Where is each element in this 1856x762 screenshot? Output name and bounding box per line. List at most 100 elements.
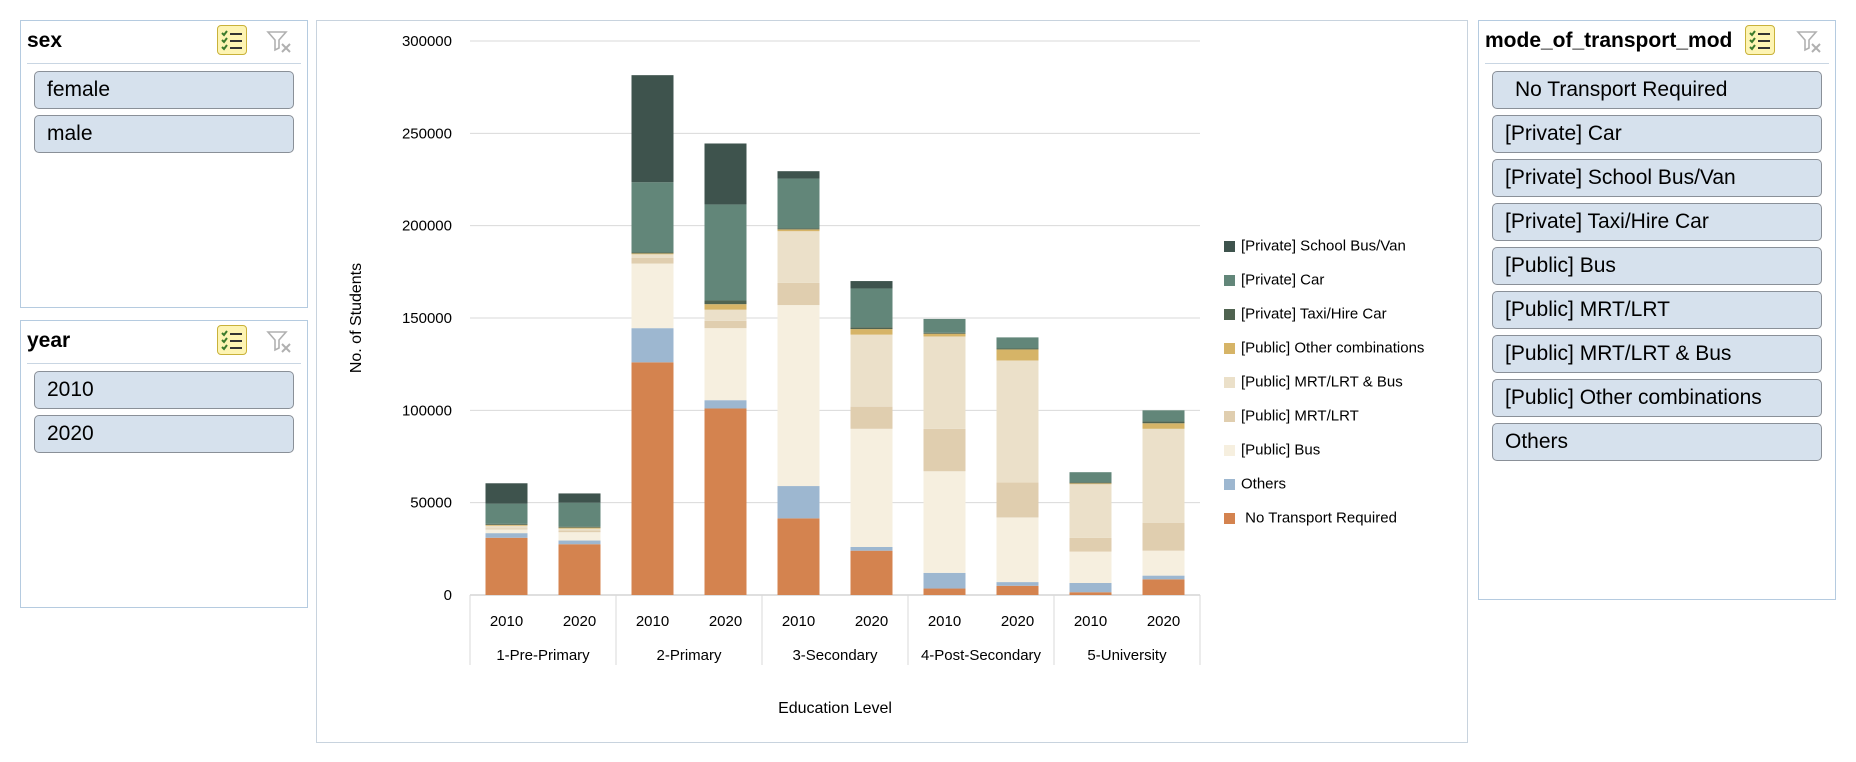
clear-filter-icon[interactable] (265, 327, 293, 355)
clear-filter-icon[interactable] (1795, 27, 1823, 55)
legend-item: [Public] MRT/LRT (1224, 407, 1359, 425)
mode-slicer-item-public-bus[interactable]: [Public] Bus (1492, 247, 1822, 285)
mode-slicer-item-public-mrt[interactable]: [Public] MRT/LRT (1492, 291, 1822, 329)
x-axis-title: Education Level (778, 700, 892, 717)
mode-slicer-item-public-other[interactable]: [Public] Other combinations (1492, 379, 1822, 417)
bar-segment (996, 360, 1039, 483)
sex-slicer: sex female male (20, 20, 308, 308)
legend-swatch (1224, 444, 1235, 456)
x-tick-label: 2020 (563, 613, 596, 630)
legend-swatch (1224, 274, 1235, 286)
bar-segment (704, 320, 747, 329)
year-slicer-title: year (27, 329, 71, 352)
legend-label: [Private] School Bus/Van (1241, 237, 1406, 255)
year-slicer-item-2020[interactable]: 2020 (34, 415, 294, 453)
legend-label: No Transport Required (1241, 509, 1397, 527)
bar-segment (704, 300, 747, 305)
group-label: 3-Secondary (792, 647, 878, 664)
bar-segment (485, 523, 528, 525)
chart-frame (316, 20, 1468, 743)
mode-slicer-item-others[interactable]: Others (1492, 423, 1822, 461)
bar-segment (704, 408, 747, 595)
bar-segment (777, 171, 820, 179)
bar-segment (1142, 423, 1185, 429)
multi-select-icon[interactable] (217, 25, 247, 55)
bar-segment (704, 309, 747, 321)
mode-slicer-item-private-school-bus[interactable]: [Private] School Bus/Van (1492, 159, 1822, 197)
mode-slicer-divider (1485, 63, 1829, 64)
mode-slicer-list: No Transport Required [Private] Car [Pri… (1492, 71, 1822, 467)
bar-segment (1142, 579, 1185, 595)
mode-slicer-header: mode_of_transport_mod (1479, 21, 1835, 65)
bar-segment (850, 288, 893, 328)
multi-select-icon[interactable] (1745, 25, 1775, 55)
bar-segment (777, 231, 820, 283)
x-tick-label: 2010 (490, 613, 523, 630)
bar-segment (850, 281, 893, 289)
legend-swatch (1224, 410, 1235, 422)
sex-slicer-header: sex (21, 21, 307, 65)
bar-segment (996, 482, 1039, 518)
bar-segment (704, 400, 747, 409)
bar-segment (631, 253, 674, 255)
bar-segment (631, 263, 674, 329)
bar-segment (485, 503, 528, 524)
sex-slicer-item-male[interactable]: male (34, 115, 294, 153)
bar-segment (704, 328, 747, 401)
legend-label: [Private] Car (1241, 271, 1325, 289)
y-tick-label: 300000 (402, 33, 452, 50)
bar-segment (923, 332, 966, 334)
bar-segment (485, 524, 528, 526)
clear-filter-icon[interactable] (265, 27, 293, 55)
bar-segment (631, 75, 674, 183)
sex-slicer-divider (27, 63, 301, 64)
year-slicer-header: year (21, 321, 307, 365)
bar-segment (923, 572, 966, 589)
bar-segment (850, 550, 893, 595)
legend-item: [Public] Bus (1224, 441, 1320, 459)
mode-slicer-item-no-transport[interactable]: No Transport Required (1492, 71, 1822, 109)
mode-slicer-item-private-car[interactable]: [Private] Car (1492, 115, 1822, 153)
legend-item: [Private] Taxi/Hire Car (1224, 305, 1387, 323)
bar-segment (558, 544, 601, 595)
group-label: 4-Post-Secondary (921, 647, 1042, 664)
bar-segment (485, 529, 528, 534)
mode-slicer-item-private-taxi[interactable]: [Private] Taxi/Hire Car (1492, 203, 1822, 241)
legend-item: No Transport Required (1224, 509, 1397, 527)
bar-segment (996, 337, 1039, 349)
bar-segment (850, 546, 893, 551)
bar-segment (631, 328, 674, 363)
bar-segment (996, 582, 1039, 586)
legend-label: [Public] MRT/LRT & Bus (1241, 373, 1403, 391)
legend-item: [Private] Car (1224, 271, 1324, 289)
bar-segment (923, 333, 966, 337)
bar-segment (631, 252, 674, 254)
legend-item: Others (1224, 475, 1286, 493)
bar-segment (704, 204, 747, 301)
bar-segment (485, 483, 528, 504)
multi-select-icon[interactable] (217, 325, 247, 355)
x-tick-label: 2010 (928, 613, 961, 630)
bar-segment (1142, 575, 1185, 580)
sex-slicer-item-female[interactable]: female (34, 71, 294, 109)
bar-segment (1069, 582, 1112, 593)
bar-segment (923, 336, 966, 429)
x-tick-label: 2010 (782, 613, 815, 630)
bar-segment (485, 533, 528, 538)
bar-segment (777, 229, 820, 232)
sex-slicer-title: sex (27, 29, 63, 52)
x-tick-label: 2020 (1147, 613, 1180, 630)
y-tick-label: 100000 (402, 402, 452, 419)
legend-swatch (1224, 342, 1235, 354)
bar-segment (850, 428, 893, 547)
bar-segment (777, 282, 820, 306)
bar-segment (1069, 551, 1112, 583)
group-label: 2-Primary (656, 647, 722, 664)
year-slicer: year 2010 2020 (20, 320, 308, 608)
mode-slicer-item-public-mrt-bus[interactable]: [Public] MRT/LRT & Bus (1492, 335, 1822, 373)
year-slicer-item-2010[interactable]: 2010 (34, 371, 294, 409)
bar-segment (558, 530, 601, 533)
y-tick-label: 50000 (410, 495, 452, 512)
bar-segment (485, 525, 528, 529)
